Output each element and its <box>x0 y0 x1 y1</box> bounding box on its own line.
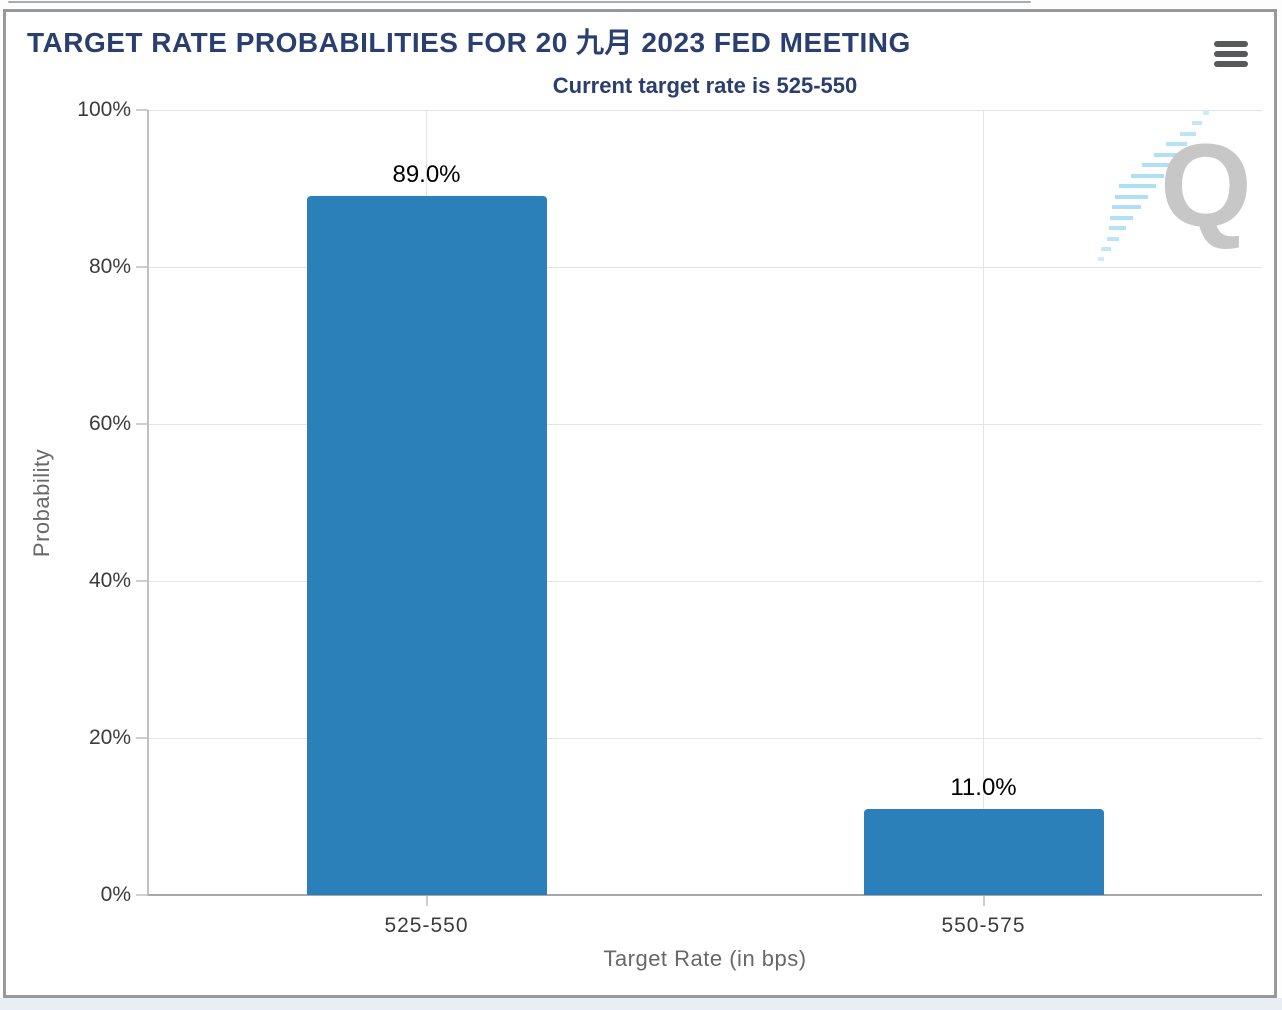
y-gridline <box>148 424 1262 425</box>
bar-value-label: 11.0% <box>950 773 1017 801</box>
bar-value-label: 89.0% <box>392 161 461 189</box>
y-axis-tick-label: 60% <box>88 412 131 435</box>
chart-title: TARGET RATE PROBABILITIES FOR 20 九月 2023… <box>27 27 911 58</box>
x-axis-tick <box>425 896 428 906</box>
y-axis-tick <box>136 109 148 111</box>
bar-550-575[interactable] <box>863 808 1104 895</box>
x-axis-tick <box>982 896 985 906</box>
x-gridline <box>983 110 984 895</box>
x-axis-line <box>148 894 1262 896</box>
y-gridline <box>148 581 1262 582</box>
y-axis-line <box>147 110 149 895</box>
bar-525-550[interactable] <box>306 196 547 895</box>
y-axis-tick-label: 40% <box>88 569 131 592</box>
y-axis-tick <box>136 894 148 896</box>
y-gridline <box>148 110 1262 111</box>
hamburger-menu-icon <box>1214 41 1248 67</box>
y-axis-tick-label: 80% <box>88 255 131 278</box>
y-axis-tick <box>136 737 148 739</box>
page-background-strip <box>0 998 1282 1010</box>
chart-subtitle: Current target rate is 525-550 <box>552 73 858 98</box>
y-axis-tick-label: 100% <box>77 98 131 121</box>
y-gridline <box>148 267 1262 268</box>
page-edge-divider <box>8 1 1031 3</box>
y-axis-tick-label: 20% <box>88 726 131 749</box>
x-axis-category-label: 525-550 <box>384 914 469 937</box>
y-axis-tick <box>136 423 148 425</box>
chart-context-menu-button[interactable] <box>1208 34 1254 74</box>
y-axis-tick-label: 0% <box>100 883 131 906</box>
y-axis-tick <box>136 580 148 582</box>
y-gridline <box>148 738 1262 739</box>
y-axis-tick <box>136 266 148 268</box>
x-axis-title: Target Rate (in bps) <box>603 946 807 971</box>
x-axis-category-label: 550-575 <box>941 914 1026 937</box>
y-axis-title: Probability <box>29 448 54 558</box>
